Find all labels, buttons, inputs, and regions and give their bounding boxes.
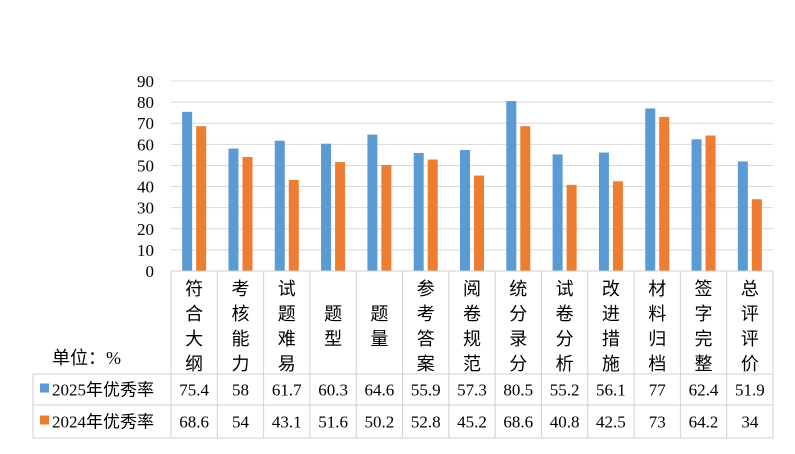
data-table-value: 51.6	[318, 413, 348, 432]
data-table-value: 73	[649, 413, 666, 432]
category-label: 改进措施	[602, 279, 620, 374]
bar-series-1	[645, 108, 656, 271]
y-tick-label: 0	[146, 262, 155, 281]
bar-series-2	[705, 135, 716, 271]
data-table-value: 55.9	[411, 381, 441, 400]
data-table-value: 80.5	[503, 381, 533, 400]
data-table-value: 42.5	[596, 413, 626, 432]
bar-series-1	[182, 111, 193, 271]
data-table-value: 34	[741, 413, 759, 432]
bar-series-1	[274, 140, 285, 271]
bar-series-2	[427, 159, 438, 271]
data-table-value: 50.2	[365, 413, 395, 432]
data-table-value: 60.3	[318, 381, 348, 400]
y-tick-label: 50	[137, 156, 154, 175]
y-tick-label: 10	[137, 241, 154, 260]
bar-series-2	[335, 162, 346, 271]
y-tick-label: 60	[137, 135, 154, 154]
bar-series-2	[288, 180, 299, 271]
data-table-value: 64.6	[365, 381, 395, 400]
y-tick-label: 80	[137, 93, 154, 112]
bar-series-1	[460, 150, 470, 271]
bar-series-1	[506, 101, 517, 271]
bar-series-2	[566, 184, 577, 271]
data-table-value: 52.8	[411, 413, 441, 432]
category-label: 总评评价	[741, 279, 759, 374]
legend-label: 2024年优秀率	[52, 413, 154, 432]
bar-series-2	[381, 165, 392, 271]
category-label: 题量	[370, 304, 388, 349]
data-table-value: 55.2	[550, 381, 580, 400]
data-table-value: 68.6	[179, 413, 209, 432]
y-tick-label: 20	[137, 220, 154, 239]
y-tick-label: 40	[137, 178, 154, 197]
bar-series-2	[242, 157, 253, 271]
bar-series-2	[612, 181, 623, 271]
legend-swatch	[40, 415, 49, 425]
data-table-value: 57.3	[457, 381, 487, 400]
bar-series-2	[659, 116, 670, 271]
data-table-value: 64.2	[689, 413, 719, 432]
bar-series-2	[751, 199, 762, 271]
data-table-value: 61.7	[272, 381, 302, 400]
bar-series-2	[520, 126, 531, 271]
category-label: 参考答案	[417, 279, 435, 374]
data-table-value: 43.1	[272, 413, 302, 432]
category-label: 试题难易	[278, 279, 296, 374]
category-label: 题型	[324, 304, 342, 349]
bar-series-1	[691, 139, 702, 271]
category-label: 材料归档	[648, 279, 666, 374]
bar-series-1	[737, 161, 748, 271]
category-label: 试卷分析	[556, 279, 574, 374]
category-label: 阅卷规范	[463, 279, 481, 374]
data-table-value: 62.4	[689, 381, 719, 400]
data-table-value: 58	[232, 381, 249, 400]
category-label: 符合大纲	[185, 279, 203, 374]
bar-series-2	[196, 126, 207, 271]
bar-series-1	[321, 143, 332, 271]
data-table-value: 77	[649, 381, 667, 400]
y-tick-label: 30	[137, 199, 154, 218]
bar-series-1	[367, 134, 378, 271]
bar-series-1	[552, 154, 563, 271]
unit-label: 单位：%	[52, 348, 121, 368]
bar-series-1	[413, 152, 424, 271]
bar-series-1	[228, 148, 239, 271]
bar-series-1	[598, 152, 609, 271]
bar-series-2	[474, 175, 484, 271]
legend-label: 2025年优秀率	[52, 381, 154, 400]
data-table-value: 51.9	[735, 381, 765, 400]
category-label: 统分录分	[509, 279, 527, 374]
category-label: 签字完整	[695, 279, 713, 374]
legend-swatch	[40, 383, 49, 393]
data-table-value: 75.4	[179, 381, 209, 400]
data-table-value: 68.6	[503, 413, 533, 432]
y-tick-label: 70	[137, 114, 154, 133]
data-table-value: 45.2	[457, 413, 487, 432]
data-table-value: 40.8	[550, 413, 580, 432]
data-table-value: 54	[232, 413, 250, 432]
y-tick-label: 90	[137, 72, 154, 91]
category-label: 考核能力	[231, 279, 249, 374]
data-table-value: 56.1	[596, 381, 626, 400]
